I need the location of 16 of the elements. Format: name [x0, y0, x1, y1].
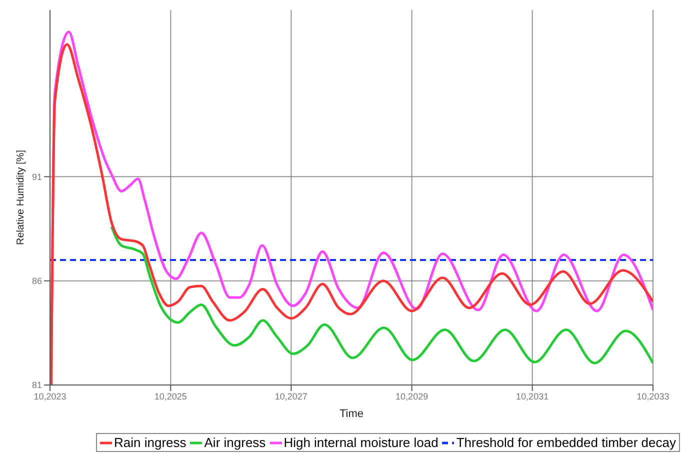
legend-label: Threshold for embedded timber decay — [455, 435, 676, 450]
line-series — [110, 225, 653, 364]
x-axis-title: Time — [339, 408, 364, 420]
legend-label: Rain ingress — [113, 435, 186, 450]
x-tick-label: 10,2031 — [516, 391, 549, 402]
x-tick-label: 10,2029 — [396, 391, 428, 402]
legend-label: High internal moisture load — [282, 435, 438, 450]
x-tick-label: 10,2027 — [274, 391, 308, 402]
legend-label: Air ingress — [203, 435, 266, 450]
x-tick-label: 10,2023 — [34, 391, 66, 402]
x-tick-label: 10,2033 — [636, 391, 670, 402]
y-tick-label: 86 — [32, 276, 42, 286]
y-tick-label: 81 — [32, 380, 42, 390]
x-tick-label: 10,2025 — [154, 391, 187, 402]
y-tick-label: 91 — [32, 172, 42, 182]
y-axis-title: Relative Humidity [%] — [16, 150, 27, 246]
